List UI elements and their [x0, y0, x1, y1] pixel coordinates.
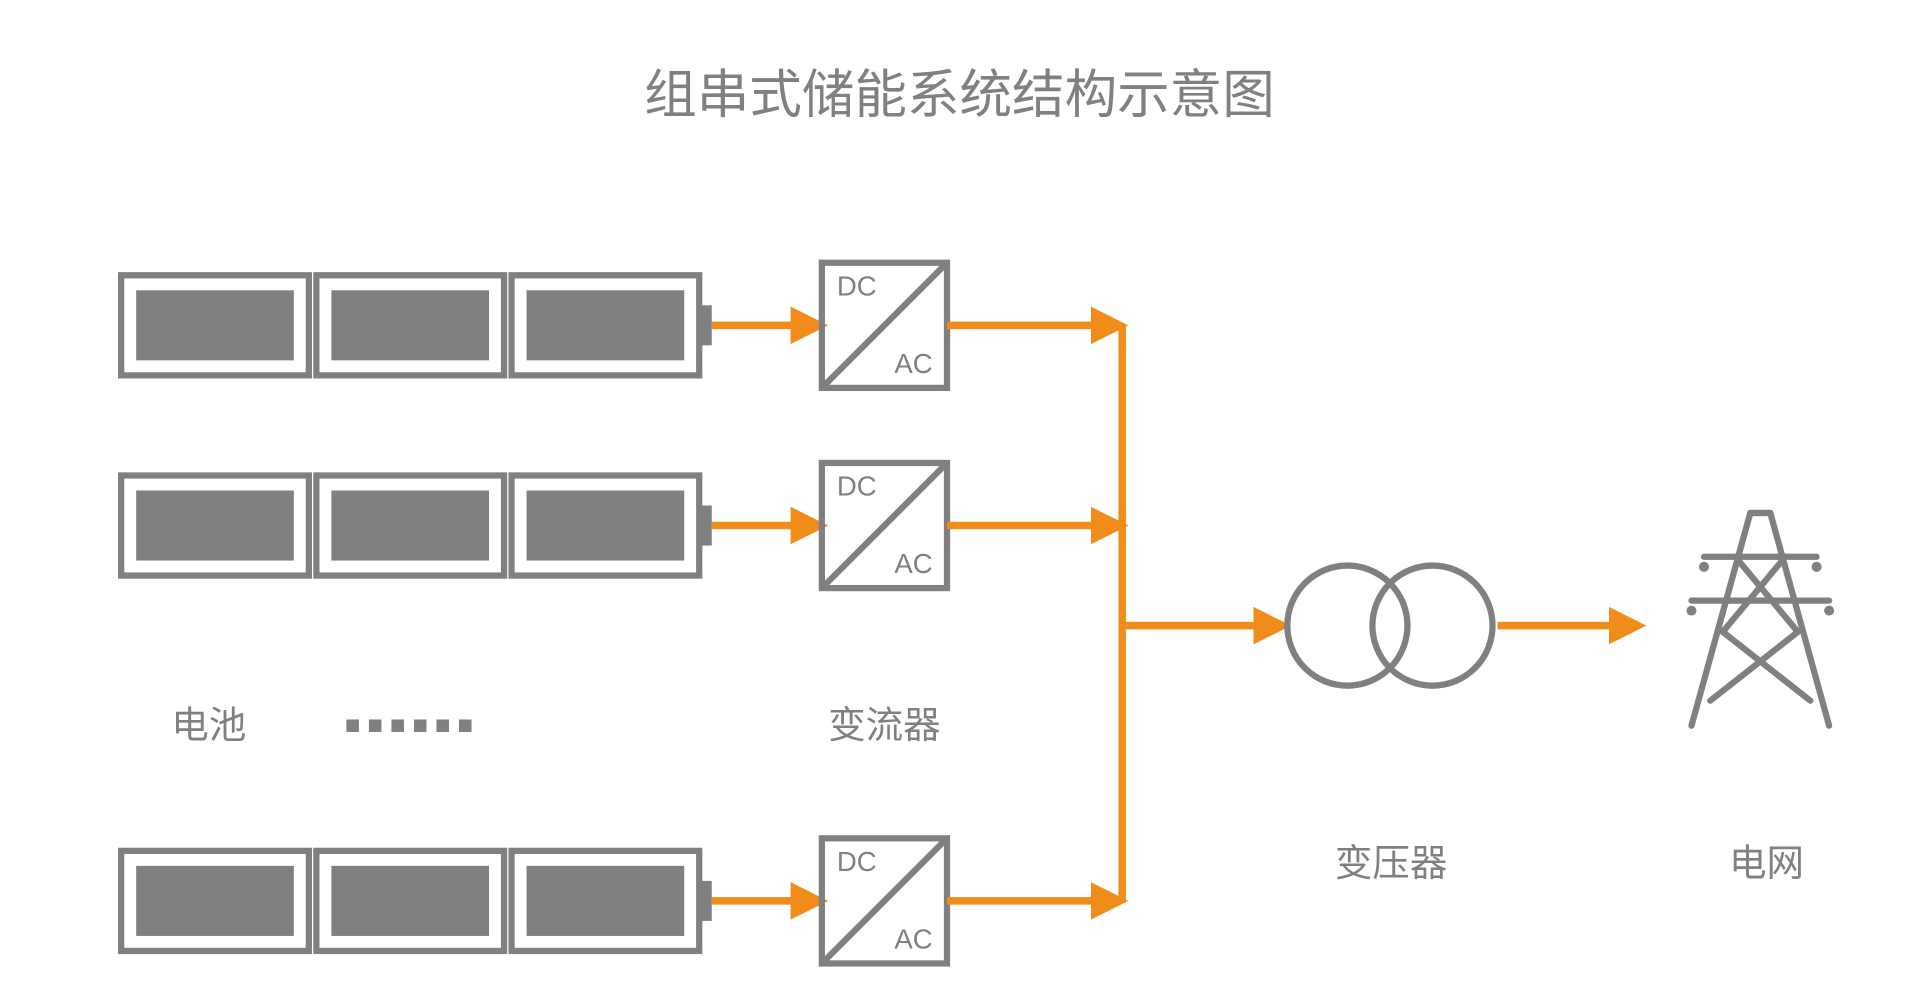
- svg-text:DC: DC: [837, 846, 877, 877]
- svg-text:DC: DC: [837, 270, 877, 301]
- battery-cell: [121, 851, 309, 951]
- transformer-label: 变压器: [1335, 842, 1448, 884]
- inverter-icon: DC AC: [822, 463, 947, 588]
- battery-cell: [316, 851, 504, 951]
- battery-label: 电池: [171, 704, 246, 746]
- battery-cell: [121, 475, 309, 575]
- grid-tower-icon: [1686, 513, 1834, 726]
- grid-label: 电网: [1729, 842, 1804, 884]
- inverter-label: 变流器: [828, 704, 941, 746]
- battery-cell: [316, 475, 504, 575]
- svg-text:AC: AC: [894, 923, 932, 954]
- battery-cell: [512, 475, 712, 575]
- svg-text:DC: DC: [837, 470, 877, 501]
- battery-cell: [316, 275, 504, 375]
- battery-cell: [512, 851, 712, 951]
- battery-cell: [512, 275, 712, 375]
- svg-text:AC: AC: [894, 548, 932, 579]
- transformer-icon: [1287, 566, 1492, 686]
- battery-cell: [121, 275, 309, 375]
- inverter-icon: DC AC: [822, 263, 947, 388]
- svg-text:AC: AC: [894, 348, 932, 379]
- energy-storage-diagram: 组串式储能系统结构示意图 DC AC DC AC DC AC 电池 变流器变压器 电网: [0, 0, 1919, 1001]
- diagram-title: 组串式储能系统结构示意图: [644, 66, 1275, 125]
- ellipsis-icon: [346, 719, 471, 732]
- inverter-icon: DC AC: [822, 838, 947, 963]
